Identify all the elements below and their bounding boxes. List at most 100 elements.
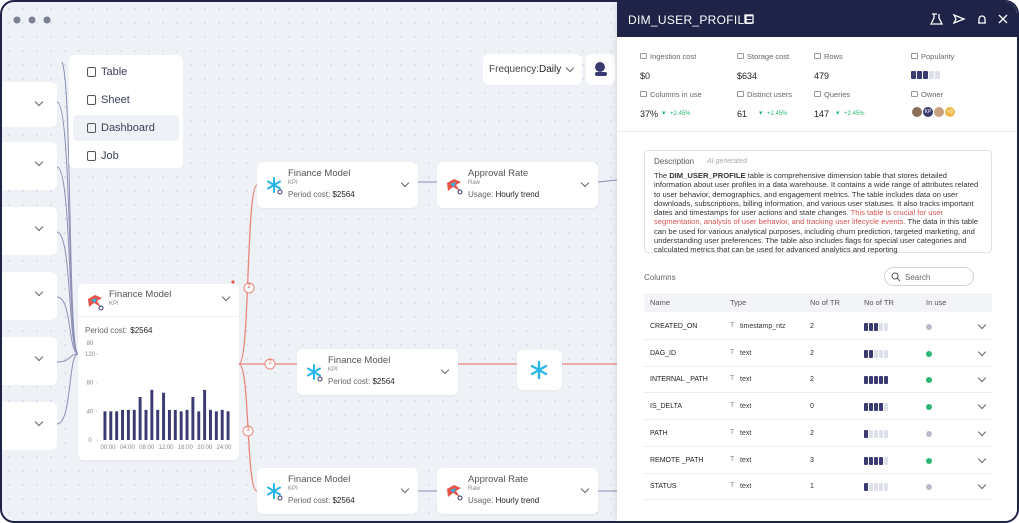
meter-segment xyxy=(884,456,888,465)
mini-chart: 80 0 40 80 120 00:00 04:00 08:00 12:00 16:00 20:00… xyxy=(85,341,232,451)
frequency-select[interactable]: Frequency: Daily xyxy=(483,54,582,85)
partial-node[interactable] xyxy=(2,272,57,320)
bar xyxy=(203,389,207,440)
share-button[interactable] xyxy=(586,54,615,85)
meter-segment xyxy=(864,349,868,358)
detail-value: $2564 xyxy=(332,190,355,199)
meter-segment xyxy=(869,429,873,438)
meter-segment xyxy=(874,429,878,438)
description-part: DIM_USER_PROFILE xyxy=(669,171,746,180)
stat-change: +2.45% xyxy=(844,111,865,117)
column-name: INTERNAL _PATH xyxy=(650,376,708,384)
meter-segment xyxy=(879,403,883,412)
detail-label: Usage: xyxy=(468,496,494,505)
meter-segment xyxy=(917,71,922,79)
meter-segment xyxy=(869,323,873,331)
owner-avatar xyxy=(944,106,956,118)
x-tick-label: 24:00 xyxy=(216,445,232,451)
column-type: text xyxy=(740,403,752,411)
chevron xyxy=(977,320,987,330)
description-part: This table is crucial for user segmentat… xyxy=(654,208,944,227)
partial-node[interactable] xyxy=(2,207,57,255)
detail-value: $2564 xyxy=(130,326,153,335)
column-type: text xyxy=(740,429,752,437)
menu-label: Dashboard xyxy=(101,122,155,134)
node-detail: Period cost: $2564 xyxy=(85,326,153,335)
in-use-status xyxy=(926,350,932,357)
stat-label: Columns in use xyxy=(650,90,702,99)
search-box[interactable]: Search xyxy=(884,267,974,286)
stat-icon xyxy=(814,91,821,97)
tr-count: 2 xyxy=(810,429,814,437)
trend-arrow: ▾ xyxy=(662,110,666,117)
partial-node[interactable] xyxy=(2,402,57,450)
ai-label: AI generated xyxy=(707,158,748,165)
chevron xyxy=(977,400,987,410)
bar xyxy=(191,397,195,440)
column-type: text xyxy=(740,376,752,384)
chevron xyxy=(977,427,987,437)
flow-node[interactable]: Approval Rate Raw Usage: Hourly trend xyxy=(437,162,598,208)
partial-node[interactable] xyxy=(2,82,57,127)
main-node[interactable]: Finance Model KPI Period cost: $2564 80 0 40 80… xyxy=(78,284,239,460)
meter-segment xyxy=(884,403,888,412)
stat-change: +2.45% xyxy=(767,111,788,117)
menu-item[interactable]: Job xyxy=(73,143,179,169)
meter-segment xyxy=(879,323,883,331)
node-subtitle: KPI xyxy=(288,486,298,492)
column-type: timestamp_ntz xyxy=(740,323,786,330)
bar xyxy=(162,392,166,440)
flow-node[interactable]: Approval Rate Raw Usage: Hourly trend xyxy=(437,468,598,514)
chevron xyxy=(400,178,410,188)
menu-label: Table xyxy=(101,66,128,78)
bar xyxy=(214,411,218,440)
meter-segment xyxy=(869,403,873,412)
menu-item[interactable]: Sheet xyxy=(73,87,179,113)
meter-segment xyxy=(884,483,888,492)
meter-segment xyxy=(864,323,868,331)
menu-icon xyxy=(87,123,96,133)
menu-item[interactable]: Dashboard xyxy=(73,115,179,141)
stat-label: Queries xyxy=(824,90,851,99)
partial-node[interactable] xyxy=(2,142,57,190)
bar xyxy=(226,411,230,440)
meter-segment xyxy=(911,71,916,79)
frequency-label: Frequency: xyxy=(489,64,540,75)
meter-segment xyxy=(884,323,888,331)
flow-node[interactable]: Finance Model KPI Period cost: $2564 xyxy=(257,162,418,208)
flow-node[interactable]: Finance Model KPI Period cost: $2564 xyxy=(297,349,458,395)
node-title: Finance Model xyxy=(109,289,172,300)
stat-icon xyxy=(911,53,918,59)
source-node[interactable] xyxy=(517,350,562,390)
type-icon: T xyxy=(730,348,735,356)
menu-icon xyxy=(87,151,96,161)
meter-segment xyxy=(884,429,888,438)
node-title: Approval Rate xyxy=(468,474,529,485)
partial-node[interactable] xyxy=(2,337,57,385)
description-part: The xyxy=(654,171,670,180)
menu-item[interactable]: Table xyxy=(73,59,179,85)
meter-segment xyxy=(879,483,883,492)
flow-node[interactable]: Finance Model KPI Period cost: $2564 xyxy=(257,468,418,514)
meter-segment xyxy=(874,403,878,412)
meter-segment xyxy=(879,456,883,465)
in-use-status xyxy=(926,324,932,330)
tr-count: 2 xyxy=(810,349,814,357)
chevron xyxy=(34,157,44,167)
meter-segment xyxy=(869,349,873,358)
chevron xyxy=(977,347,987,356)
node-detail: Period cost: $2564 xyxy=(288,190,355,199)
chevron xyxy=(34,222,44,232)
bar xyxy=(126,409,130,440)
stat-icon xyxy=(640,91,647,97)
stat-change: +2.45% xyxy=(670,111,691,117)
tr-count: 0 xyxy=(810,403,814,411)
y-tick-label: 80 xyxy=(87,381,94,387)
